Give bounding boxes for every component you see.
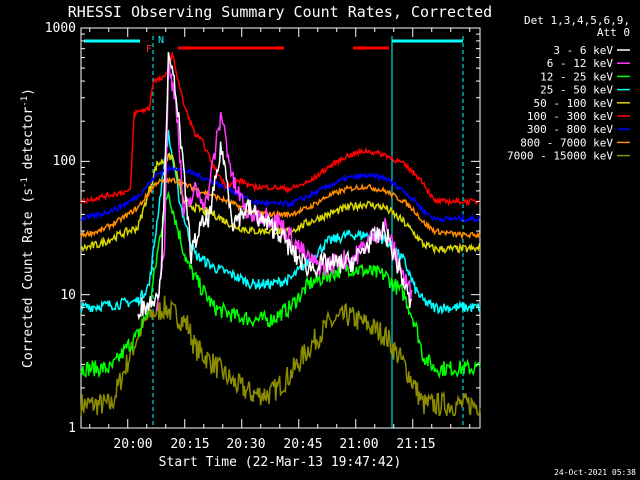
legend-label: 6 - 12 keV [547,57,614,70]
x-tick-label: 20:45 [283,437,322,452]
series-line [80,190,481,379]
legend-label: 25 - 50 keV [540,84,613,97]
flag-label-n: N [158,35,164,46]
y-tick-label: 10 [60,288,76,303]
legend-label: 50 - 100 keV [534,97,614,110]
x-tick-label: 21:00 [339,437,378,452]
chart-title: RHESSI Observing Summary Count Rates, Co… [68,3,492,21]
flags-layer [84,36,464,428]
legend-label: 300 - 800 keV [527,123,613,136]
legend-label: 12 - 25 keV [540,70,613,83]
x-axis-label: Start Time (22-Mar-13 19:47:42) [159,455,402,470]
legend-label: 3 - 6 keV [553,44,613,57]
series-line [80,129,481,315]
x-tick-label: 21:15 [396,437,435,452]
legend-label: 7000 - 15000 keV [507,150,613,163]
y-tick-label: 1 [68,421,76,436]
footer-timestamp: 24-Oct-2021 05:38 [554,468,636,477]
legend-label: 100 - 300 keV [527,110,613,123]
series-line [80,163,481,224]
x-tick-label: 20:30 [226,437,265,452]
plot-frame [80,27,481,429]
y-tick-label: 100 [53,154,76,169]
series-line [80,52,481,207]
series-line [137,51,413,321]
x-tick-label: 20:00 [113,437,152,452]
series-line [80,176,481,241]
series-layer [80,51,481,417]
series-line [80,295,481,417]
y-tick-label: 1000 [45,21,76,36]
y-axis-label: Corrected Count Rate (s-1 detector-1) [20,88,36,368]
legend-header: Att 0 [597,26,630,39]
legend-label: 800 - 7000 keV [520,136,613,149]
x-tick-label: 20:15 [170,437,209,452]
legend-header: Det 1,3,4,5,6,9, [524,14,630,27]
flag-label-f: F [146,44,152,55]
axes-layer [81,28,480,429]
